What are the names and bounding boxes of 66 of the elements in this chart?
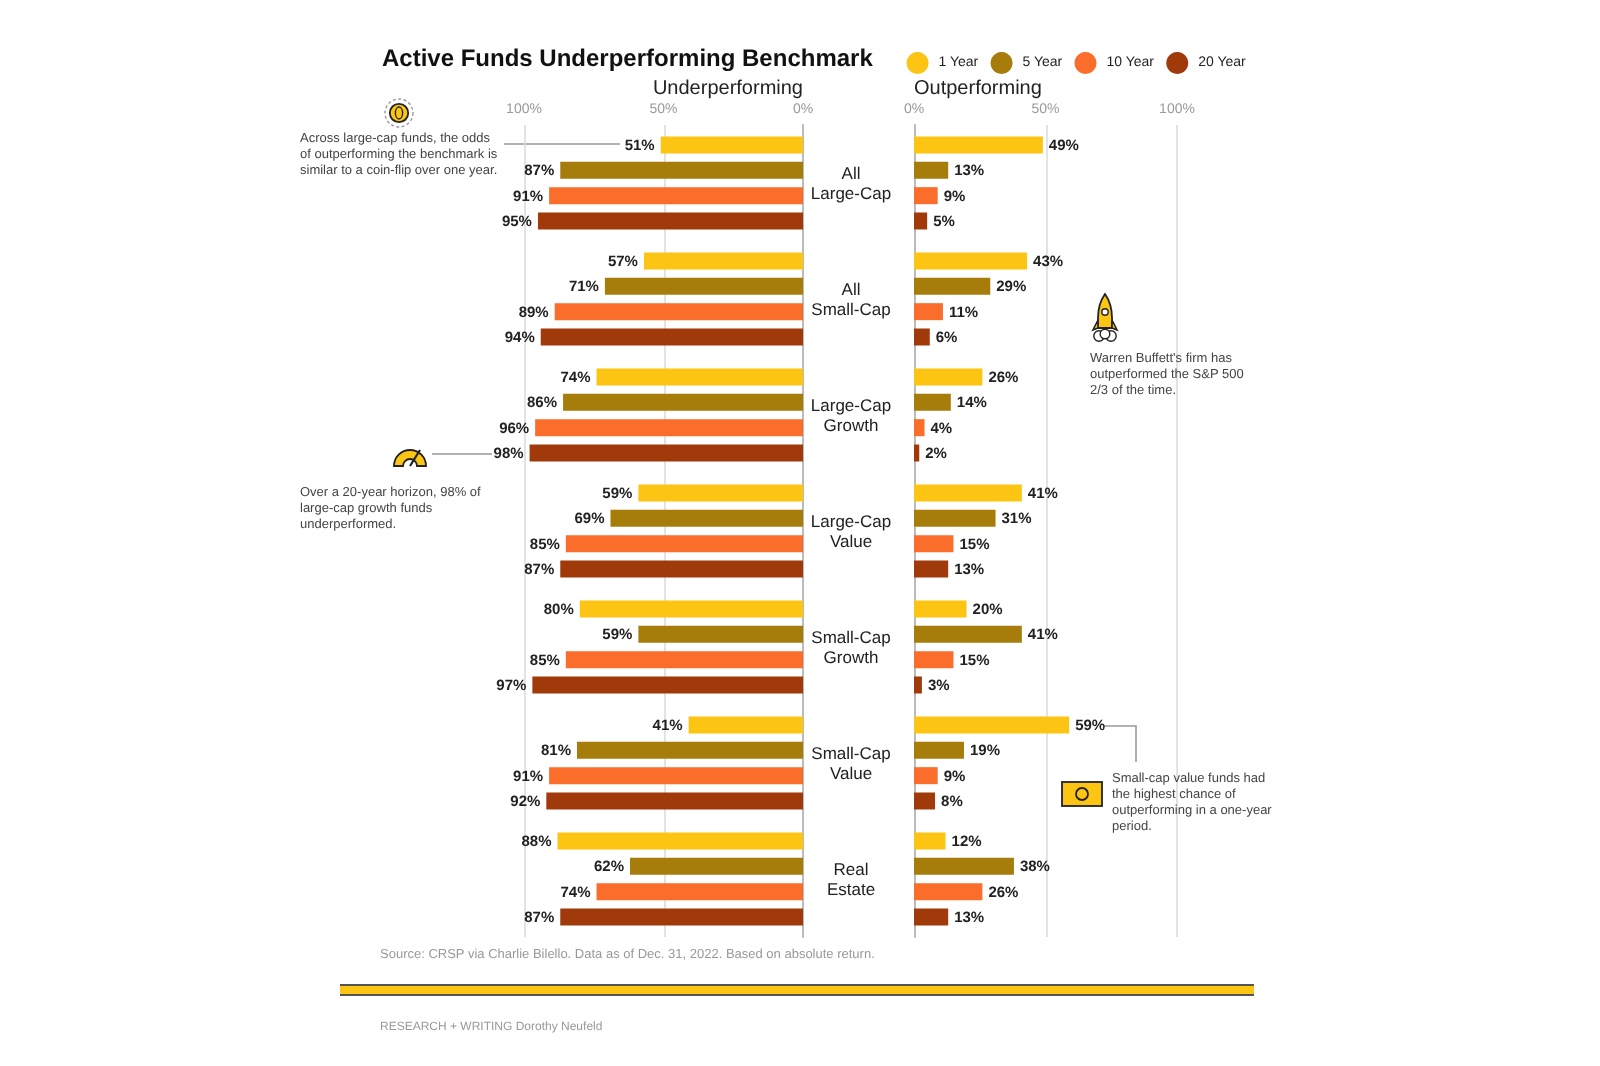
bar	[560, 560, 803, 578]
bar	[535, 419, 803, 437]
bar	[914, 187, 938, 205]
y-tick-label: Large-Cap Growth	[810, 395, 892, 435]
y-tick-label: Small-Cap Growth	[811, 627, 892, 667]
bar	[630, 857, 803, 875]
bar	[688, 716, 803, 734]
bar	[643, 252, 803, 270]
y-tick-label: Real Estate	[826, 859, 876, 899]
bar	[914, 535, 954, 553]
bar	[549, 767, 803, 785]
bar	[914, 560, 949, 578]
bar	[596, 883, 803, 901]
bar	[638, 484, 803, 502]
y-tick-label: Small-Cap Value	[811, 743, 892, 783]
bar	[537, 212, 803, 230]
bar	[549, 187, 803, 205]
bar	[914, 741, 964, 759]
bar	[604, 277, 803, 295]
bar	[579, 600, 803, 618]
bar	[914, 625, 1022, 643]
bar	[610, 509, 803, 527]
bar	[560, 908, 803, 926]
bar	[563, 393, 803, 411]
chart-title: Active Funds Underperforming Benchmark	[382, 44, 874, 72]
y-tick-label: Large-Cap Value	[810, 511, 892, 551]
bar	[546, 792, 803, 810]
bar	[638, 625, 803, 643]
bar	[660, 136, 803, 154]
bar	[914, 792, 936, 810]
x-axis-title: Underperforming	[652, 78, 803, 100]
bar	[577, 741, 803, 759]
bar	[914, 857, 1014, 875]
bar	[914, 277, 991, 295]
y-tick-label: All Small-Cap	[811, 279, 892, 319]
bar	[914, 136, 1043, 154]
bar	[914, 212, 928, 230]
bar	[914, 368, 983, 386]
bar	[914, 484, 1022, 502]
bar	[914, 303, 943, 321]
bar	[914, 509, 996, 527]
bar	[914, 676, 922, 694]
bar	[540, 328, 803, 346]
x-axis-title: Outperforming	[914, 78, 1042, 100]
bar	[914, 767, 938, 785]
bar	[914, 832, 946, 850]
bar	[914, 419, 925, 437]
y-tick-label: All Large-Cap	[810, 163, 892, 203]
bar	[914, 161, 949, 179]
bar	[565, 535, 803, 553]
bar	[914, 716, 1070, 734]
bar	[532, 676, 803, 694]
bar	[565, 651, 803, 669]
bar	[914, 444, 920, 462]
bar	[596, 368, 803, 386]
bar	[557, 832, 803, 850]
bar	[914, 651, 954, 669]
bar	[914, 600, 967, 618]
bar	[914, 328, 930, 346]
bar	[914, 908, 949, 926]
bar	[914, 252, 1028, 270]
bar	[914, 883, 983, 901]
bar	[560, 161, 803, 179]
bar	[554, 303, 803, 321]
bar	[914, 393, 951, 411]
bar	[529, 444, 803, 462]
